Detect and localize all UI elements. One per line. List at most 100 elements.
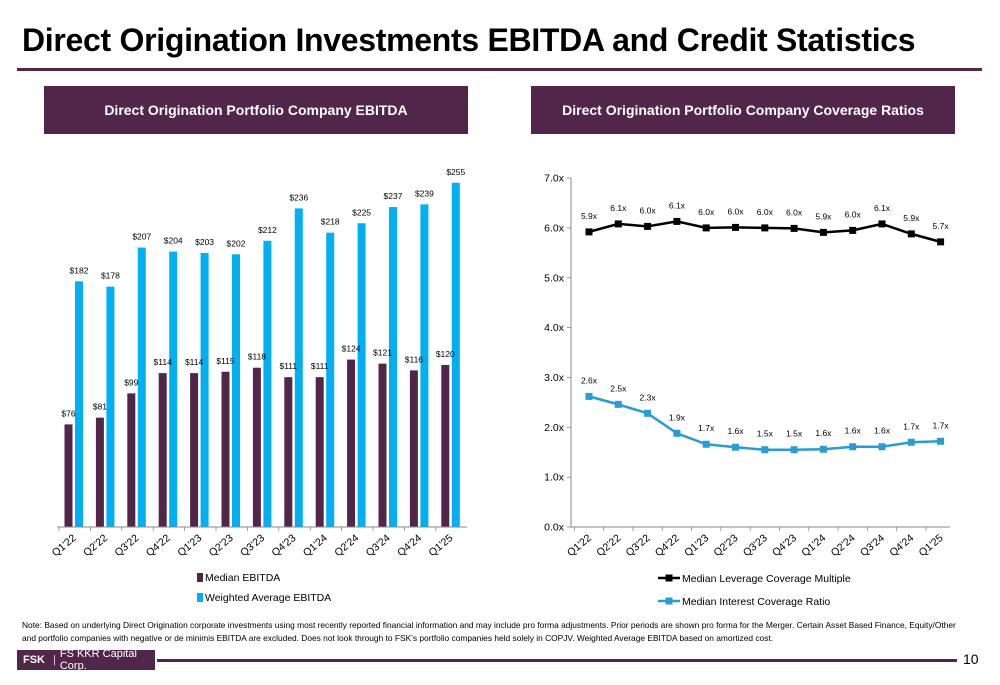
weighted-ebitda-label: $203 [195, 237, 214, 247]
median-ebitda-bar [378, 363, 387, 527]
weighted-ebitda-label: $225 [352, 207, 371, 217]
legend-median-swatch [197, 573, 203, 582]
leverage-point [937, 238, 945, 246]
legend-leverage-label: Median Leverage Coverage Multiple [682, 573, 851, 585]
median-ebitda-label: $124 [342, 344, 361, 354]
x-tick-label: Q2'22 [81, 532, 110, 559]
legend-interest-marker [665, 597, 673, 605]
weighted-ebitda-bar [326, 232, 335, 527]
weighted-ebitda-label: $218 [321, 217, 340, 227]
median-ebitda-label: $111 [279, 361, 297, 371]
y-tick-label: 1.0x [544, 472, 565, 484]
x-tick-label: Q4'24 [887, 532, 916, 559]
leverage-point-label: 5.7x [933, 221, 950, 231]
weighted-ebitda-bar [389, 207, 397, 528]
median-ebitda-bar [64, 424, 73, 527]
legend-weighted-label: Weighted Average EBITDA [205, 592, 331, 604]
leverage-point [761, 224, 769, 232]
leverage-point-label: 6.1x [669, 200, 686, 210]
legend-median-label: Median EBITDA [205, 572, 280, 584]
leverage-point [878, 220, 886, 228]
leverage-point-label: 6.0x [845, 209, 862, 219]
weighted-ebitda-label: $239 [415, 188, 434, 198]
y-tick-label: 4.0x [544, 322, 565, 334]
interest-point [702, 440, 710, 448]
x-tick-label: Q4'22 [144, 532, 173, 559]
interest-point [732, 443, 739, 451]
median-ebitda-label: $99 [124, 377, 138, 387]
leverage-point-label: 5.9x [815, 211, 832, 221]
footnote: Note: Based on underlying Direct Origina… [22, 620, 956, 643]
page-title: Direct Origination Investments EBITDA an… [22, 22, 916, 58]
y-tick-label: 5.0x [544, 272, 565, 284]
leverage-point-label: 6.1x [874, 203, 891, 213]
x-tick-label: Q1'22 [50, 532, 79, 559]
leverage-point [614, 220, 622, 228]
median-ebitda-label: $114 [154, 357, 173, 367]
median-ebitda-label: $76 [61, 408, 75, 418]
interest-point-label: 1.6x [815, 428, 832, 438]
median-ebitda-label: $121 [373, 348, 392, 358]
weighted-ebitda-bar [420, 204, 429, 527]
weighted-ebitda-bar [232, 254, 240, 528]
title-divider [17, 68, 982, 71]
x-tick-label: Q1'24 [301, 532, 330, 559]
weighted-ebitda-label: $237 [384, 191, 403, 201]
median-ebitda-bar [315, 377, 324, 527]
weighted-ebitda-label: $204 [164, 236, 183, 246]
median-ebitda-bar [347, 359, 356, 527]
median-ebitda-bar [409, 370, 418, 527]
interest-point [907, 438, 915, 446]
interest-point [585, 392, 593, 400]
median-ebitda-bar [252, 367, 261, 527]
median-ebitda-label: $114 [185, 357, 204, 367]
ebitda-chart-header: Direct Origination Portfolio Company EBI… [44, 86, 468, 134]
interest-point [614, 400, 622, 408]
y-tick-label: 2.0x [544, 422, 565, 434]
x-tick-label: Q2'23 [207, 532, 236, 559]
x-tick-label: Q4'23 [770, 532, 799, 559]
y-tick-label: 0.0x [544, 522, 565, 534]
weighted-ebitda-label: $182 [70, 265, 89, 275]
y-tick-label: 3.0x [544, 372, 565, 384]
x-tick-label: Q3'22 [624, 532, 653, 559]
interest-point-label: 1.7x [933, 420, 950, 430]
interest-point [849, 443, 857, 451]
interest-series-line [588, 395, 941, 451]
leverage-point-label: 5.9x [581, 211, 598, 221]
interest-point-label: 1.5x [786, 429, 803, 439]
x-tick-label: Q1'23 [682, 532, 711, 559]
interest-point [761, 446, 769, 454]
weighted-ebitda-label: $207 [132, 232, 151, 242]
legend-interest-label: Median Interest Coverage Ratio [682, 596, 830, 608]
x-tick-label: Q3'24 [364, 532, 393, 559]
leverage-point-label: 6.0x [727, 206, 744, 216]
y-tick-label: 7.0x [544, 173, 565, 185]
leverage-point [790, 224, 798, 232]
weighted-ebitda-bar [294, 208, 303, 527]
x-tick-label: Q3'23 [741, 532, 770, 559]
weighted-ebitda-label: $255 [446, 167, 465, 177]
median-ebitda-bar [158, 373, 167, 527]
leverage-point [849, 226, 857, 234]
interest-point [673, 429, 681, 437]
x-tick-label: Q2'22 [594, 532, 623, 559]
logo-separator: | [53, 654, 56, 666]
weighted-ebitda-bar [357, 223, 366, 527]
logo-company-name: FS KKR Capital Corp. [59, 648, 137, 672]
leverage-point [644, 222, 652, 230]
legend-weighted-swatch [197, 593, 203, 602]
median-ebitda-bar [127, 393, 136, 527]
page-number: 10 [963, 651, 979, 667]
x-tick-label: Q4'23 [269, 532, 298, 559]
median-ebitda-label: $115 [216, 356, 235, 366]
x-tick-label: Q2'24 [829, 532, 858, 559]
weighted-ebitda-label: $178 [101, 271, 120, 281]
weighted-ebitda-bar [75, 281, 83, 527]
leverage-point-label: 6.0x [786, 207, 803, 217]
leverage-point-label: 6.0x [757, 207, 774, 217]
leverage-point-label: 6.1x [610, 203, 627, 213]
interest-point-label: 1.9x [669, 412, 686, 422]
legend-leverage-marker [665, 574, 673, 582]
